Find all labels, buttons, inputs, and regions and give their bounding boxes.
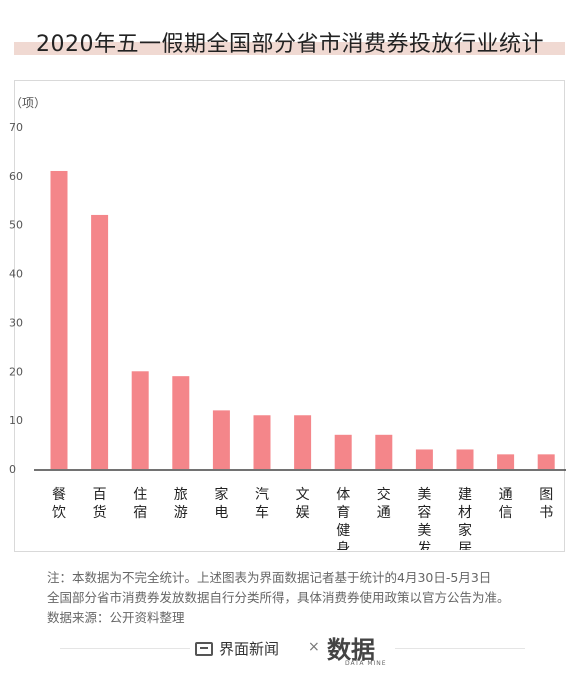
note-line-2: 全国部分省市消费券发放数据自行分类所得，具体消费券使用政策以官方公告为准。 bbox=[47, 590, 510, 605]
x-tick-label: 交通 bbox=[377, 486, 391, 521]
footer-divider-right bbox=[395, 648, 525, 649]
x-tick-label: 文娱 bbox=[296, 487, 310, 521]
y-tick-label: 20 bbox=[9, 365, 23, 378]
bar bbox=[172, 376, 190, 469]
bar bbox=[375, 434, 393, 469]
bar bbox=[415, 449, 433, 469]
bar bbox=[294, 415, 312, 469]
bar bbox=[537, 454, 555, 469]
jiemian-brand: 界面新闻 bbox=[195, 638, 279, 659]
bar bbox=[50, 170, 68, 469]
title-area: 2020年五一假期全国部分省市消费券投放行业统计 bbox=[0, 0, 580, 80]
x-tick-label: 图书 bbox=[539, 487, 553, 521]
x-tick-label: 体育健身 bbox=[336, 487, 350, 550]
note-line-1: 注：本数据为不完全统计。上述图表为界面数据记者基于统计的4月30日-5月3日 bbox=[47, 570, 492, 585]
jiemian-logo-icon bbox=[195, 641, 213, 656]
chart-notes: 注：本数据为不完全统计。上述图表为界面数据记者基于统计的4月30日-5月3日 全… bbox=[47, 568, 567, 628]
y-axis-unit-label: （项） bbox=[10, 96, 46, 110]
y-tick-label: 30 bbox=[9, 316, 23, 329]
source-line: 数据来源：公开资料整理 bbox=[47, 610, 185, 625]
x-tick-label: 旅游 bbox=[174, 487, 188, 521]
footer-divider-left bbox=[60, 648, 190, 649]
x-tick-label: 建材家居 bbox=[458, 487, 472, 550]
bar bbox=[334, 434, 352, 469]
times-symbol: × bbox=[308, 639, 320, 655]
y-tick-label: 60 bbox=[9, 170, 23, 183]
y-tick-label: 10 bbox=[9, 414, 23, 427]
bar bbox=[253, 415, 271, 469]
chart-title: 2020年五一假期全国部分省市消费券投放行业统计 bbox=[36, 32, 544, 57]
y-tick-label: 50 bbox=[9, 219, 23, 232]
x-tick-label: 餐饮 bbox=[52, 487, 66, 521]
bar bbox=[456, 449, 474, 469]
bar bbox=[91, 214, 109, 469]
x-tick-label: 住宿 bbox=[133, 487, 147, 521]
x-tick-label: 百货 bbox=[93, 487, 107, 521]
y-tick-label: 40 bbox=[9, 268, 23, 281]
title-highlight-band bbox=[14, 42, 565, 55]
x-tick-label: 通信 bbox=[499, 487, 513, 521]
x-tick-label: 美容美发 bbox=[417, 487, 431, 550]
brand-name: 界面新闻 bbox=[219, 640, 280, 658]
data-mine-logo-sub: DATA MINE bbox=[345, 660, 387, 667]
chart-frame bbox=[14, 80, 565, 552]
y-tick-label: 70 bbox=[9, 121, 23, 134]
data-mine-logo: 数据 bbox=[327, 635, 375, 664]
y-tick-label: 0 bbox=[9, 463, 16, 476]
bar bbox=[131, 371, 149, 469]
bar bbox=[212, 410, 230, 469]
x-tick-label: 汽车 bbox=[255, 487, 269, 521]
bar bbox=[497, 454, 515, 469]
x-tick-label: 家电 bbox=[214, 486, 228, 521]
